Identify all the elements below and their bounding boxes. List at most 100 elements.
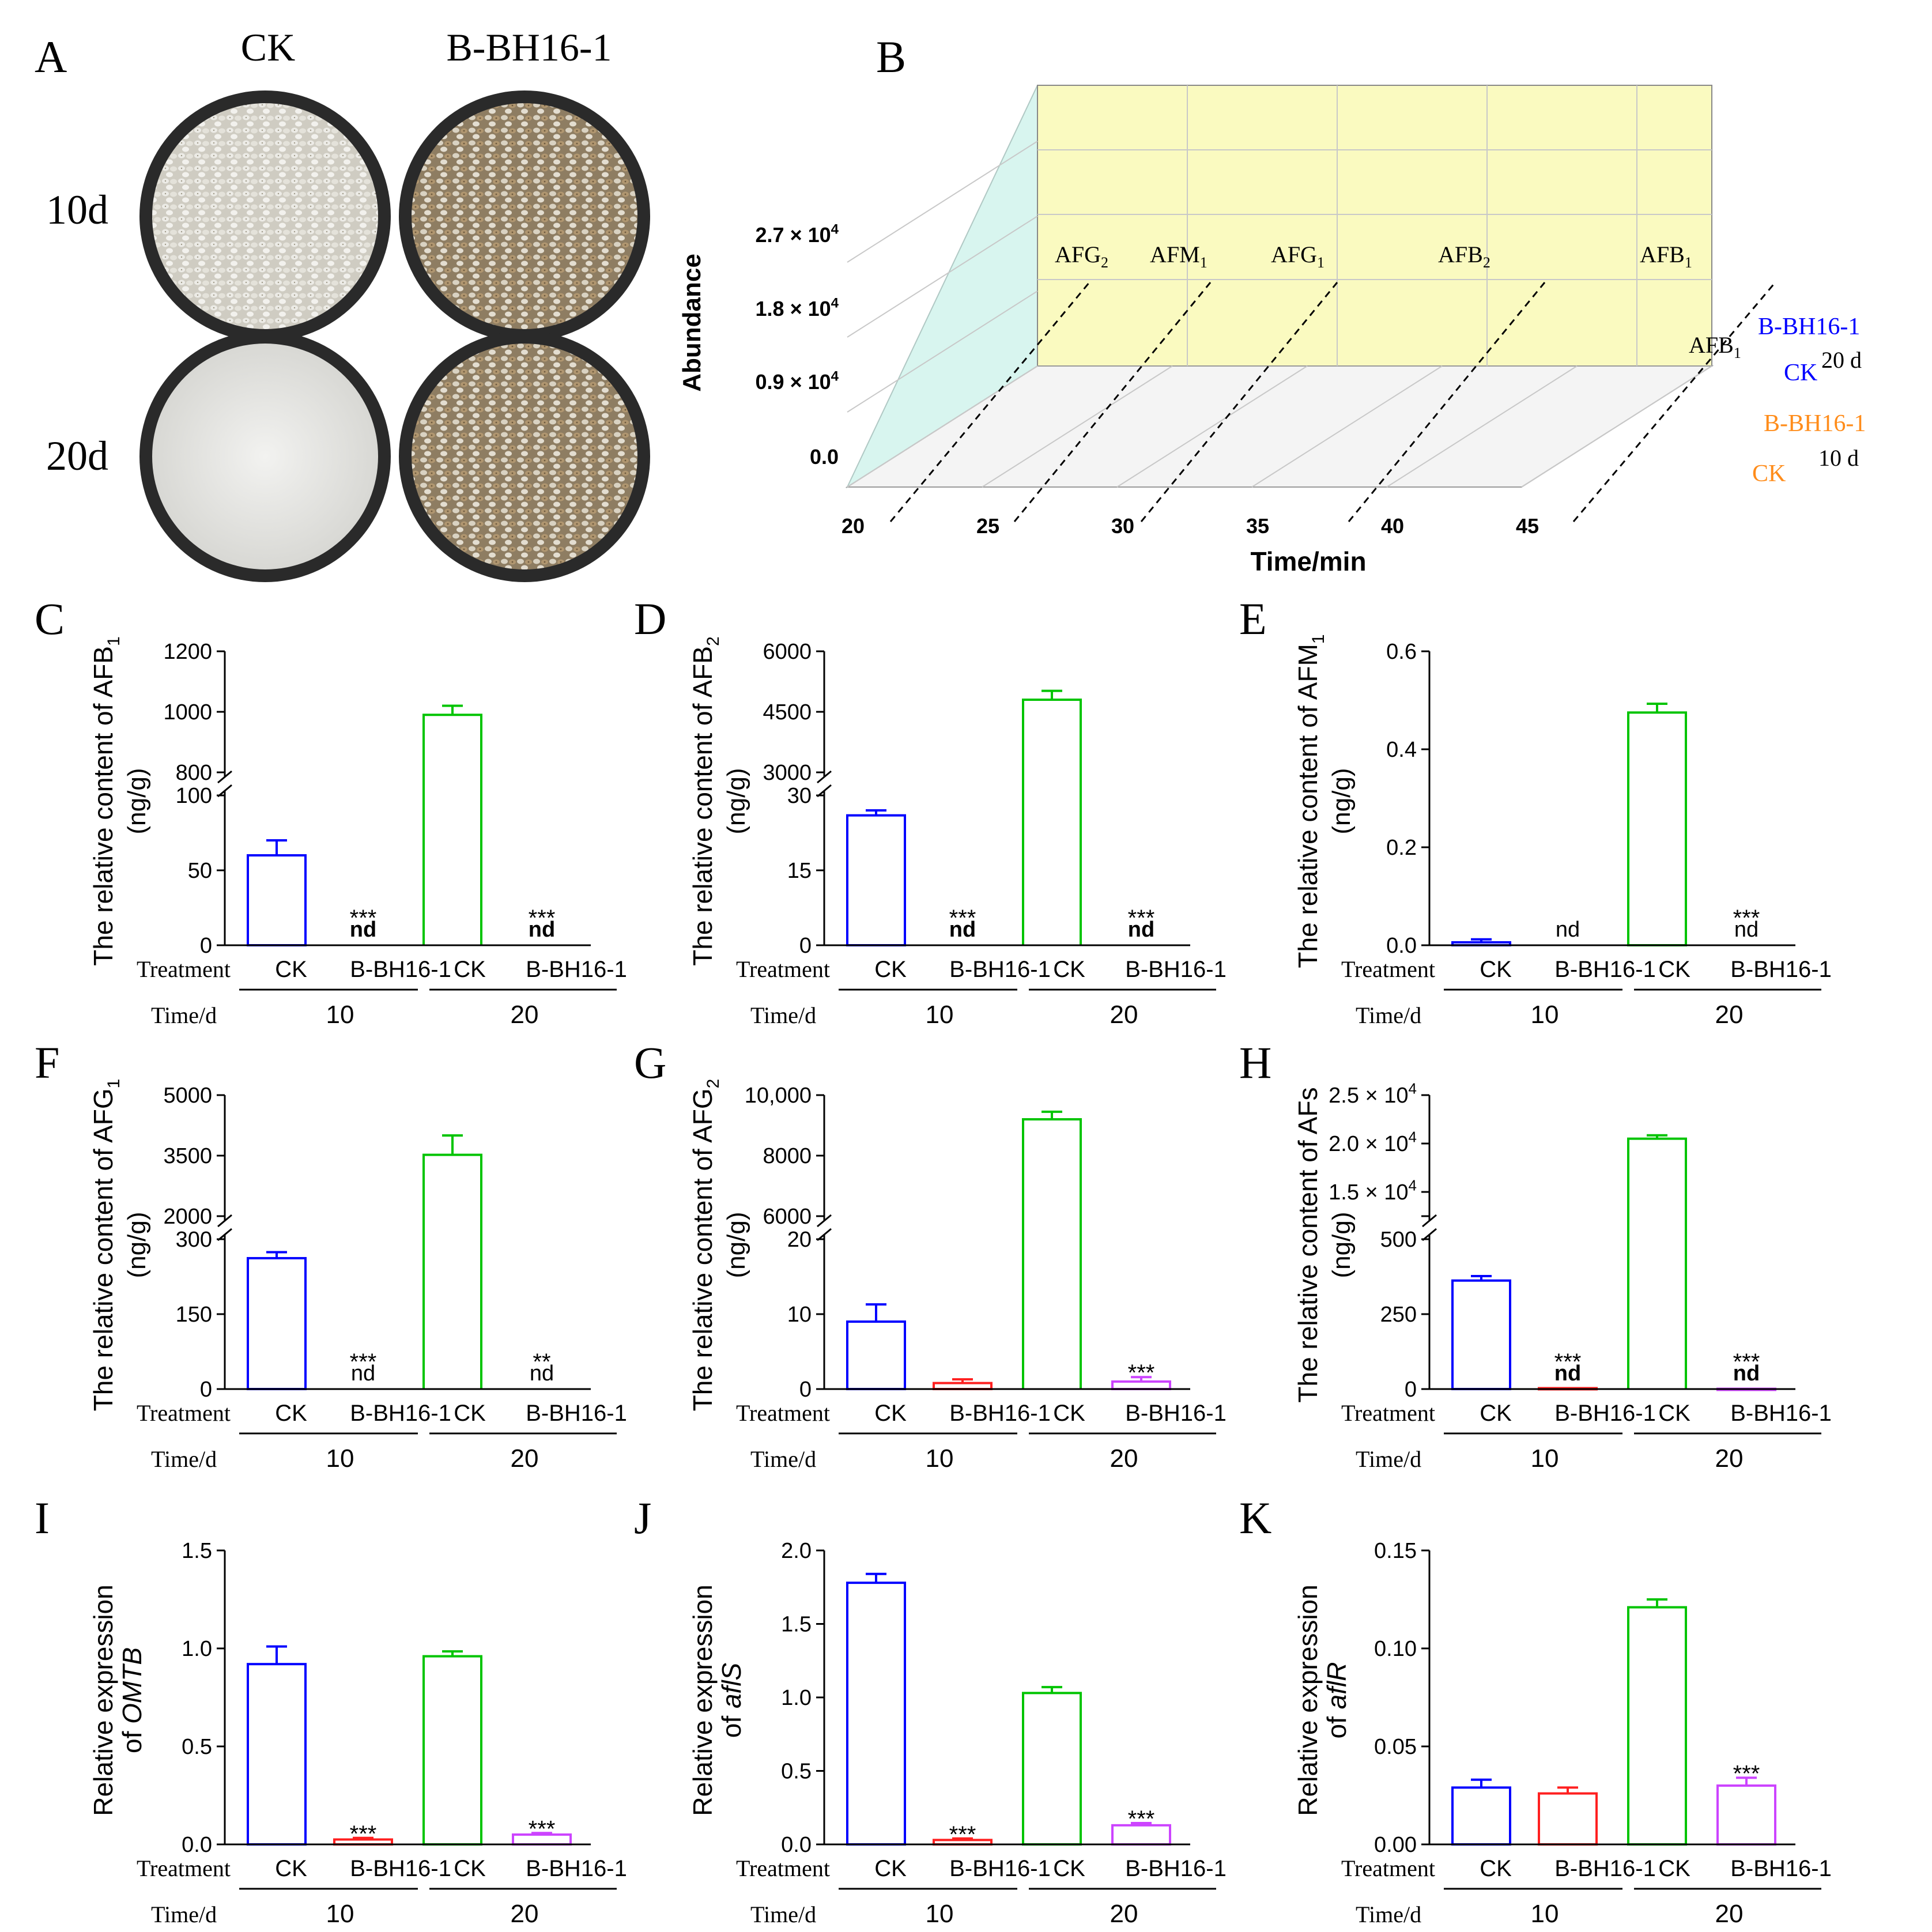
y-tick-label: 0.0 bbox=[781, 1833, 812, 1857]
treatment-value: B-BH16-1 bbox=[1125, 957, 1227, 982]
significance-stars: *** bbox=[529, 1816, 556, 1842]
treatment-value: CK bbox=[275, 1856, 307, 1881]
treatment-value: CK bbox=[1480, 1401, 1512, 1426]
treatment-label: Treatment bbox=[137, 956, 231, 982]
time-value: 10 bbox=[1531, 1001, 1559, 1029]
b-ytick: 2.7 × 104 bbox=[756, 222, 839, 247]
y-tick-label: 50 bbox=[188, 859, 212, 883]
y-axis-unit: (ng/g) bbox=[123, 1212, 151, 1278]
time-value: 20 bbox=[1715, 1001, 1744, 1029]
y-axis-unit: (ng/g) bbox=[1327, 768, 1356, 835]
treatment-value: CK bbox=[454, 1856, 486, 1881]
panel-letter: G bbox=[634, 1037, 666, 1088]
y-tick-label: 300 bbox=[176, 1228, 212, 1252]
treatment-value: B-BH16-1 bbox=[949, 957, 1051, 982]
y-tick-label: 6000 bbox=[763, 1205, 812, 1229]
b-yticks: 0.0 0.9 × 104 1.8 × 104 2.7 × 104 bbox=[756, 222, 839, 469]
b-xtick: 45 bbox=[1516, 514, 1539, 538]
y-axis-label: The relative content of AFG1 bbox=[88, 1079, 123, 1412]
treatment-value: B-BH16-1 bbox=[949, 1856, 1051, 1881]
y-tick-label: 0.5 bbox=[781, 1760, 812, 1784]
y-axis-label: The relative content of AFB1 bbox=[88, 636, 123, 966]
time-value: 20 bbox=[1715, 1900, 1744, 1928]
peak-labels: AFG2 AFM1 AFG1 AFB2 AFB1 AFB1 bbox=[1055, 242, 1741, 361]
treatment-value: CK bbox=[1480, 957, 1512, 982]
panel-letter: H bbox=[1239, 1037, 1271, 1088]
significance-stars: *** bbox=[350, 1821, 377, 1847]
panel-c: C The relative content of AFB1(ng/g) 0 50 10… bbox=[35, 594, 627, 1029]
treatment-value: CK bbox=[454, 1401, 486, 1426]
significance-stars: *** bbox=[1128, 1806, 1155, 1832]
peak-guide bbox=[1013, 282, 1212, 522]
time-value: 20 bbox=[511, 1444, 539, 1473]
y-tick-label: 0.0 bbox=[1386, 934, 1417, 958]
y-ticks: 0.00 0.05 0.10 0.15 bbox=[1374, 1539, 1429, 1857]
y-tick-label: 4500 bbox=[763, 700, 812, 724]
time-value: 10 bbox=[1531, 1444, 1559, 1473]
trace-label-bbh-20d: B-BH16-1 bbox=[1758, 314, 1860, 340]
y-axis-label: The relative content of AFs bbox=[1293, 1087, 1323, 1402]
nd-label: nd bbox=[1554, 1361, 1581, 1386]
significance-stars: *** bbox=[350, 1349, 377, 1375]
significance-stars: *** bbox=[1733, 1761, 1760, 1786]
grid-line bbox=[982, 365, 1173, 488]
treatment-value: B-BH16-1 bbox=[1554, 1856, 1656, 1881]
peak-guide bbox=[1348, 282, 1546, 522]
panel-d: D The relative content of AFB2(ng/g) 0 15 30… bbox=[634, 594, 1227, 1029]
grid-line bbox=[1251, 365, 1443, 488]
bar bbox=[1627, 1606, 1687, 1846]
y-axis-unit: (ng/g) bbox=[722, 1212, 750, 1278]
bar bbox=[1022, 1118, 1082, 1389]
bar bbox=[422, 1153, 482, 1389]
bar bbox=[422, 714, 482, 945]
peak-label-afb1-lower: AFB1 bbox=[1689, 332, 1741, 361]
bars: nd*** nd** bbox=[247, 1134, 554, 1391]
panel-a: A CK B-BH16-1 10d 20d bbox=[35, 25, 650, 582]
treatment-value: CK bbox=[275, 1401, 307, 1426]
y-ticks: 0 250 500 1.5 × 104 2.0 × 104 2.5 × 104 bbox=[1329, 1080, 1429, 1402]
treatment-value: B-BH16-1 bbox=[1730, 1401, 1832, 1426]
row-label-10d: 10d bbox=[46, 187, 108, 233]
b-xtick: 30 bbox=[1111, 514, 1134, 538]
panel-letter: F bbox=[35, 1037, 59, 1088]
nd-label: nd bbox=[1128, 918, 1154, 942]
panel-f: F The relative content of AFG1(ng/g) 0 150 3… bbox=[35, 1037, 627, 1473]
treatment-value: B-BH16-1 bbox=[1730, 957, 1832, 982]
panel-letter-b: B bbox=[876, 32, 906, 82]
bars: nd nd*** bbox=[1451, 702, 1760, 947]
nd-label: nd bbox=[350, 918, 376, 942]
grid-line bbox=[847, 290, 1038, 413]
y-axis-label: Relative expression bbox=[1293, 1584, 1323, 1816]
significance-stars: *** bbox=[529, 905, 556, 931]
panel-letter: J bbox=[634, 1493, 651, 1543]
bar bbox=[247, 1256, 307, 1391]
trace-label-bbh-10d: B-BH16-1 bbox=[1764, 410, 1866, 437]
y-tick-label: 0 bbox=[799, 934, 812, 958]
treatment-value: CK bbox=[1658, 1401, 1690, 1426]
panel-g: G The relative content of AFG2(ng/g) 0 10 20… bbox=[634, 1037, 1227, 1473]
grid-line bbox=[1116, 365, 1308, 488]
y-tick-label: 2.5 × 104 bbox=[1329, 1080, 1417, 1108]
significance-stars: *** bbox=[1733, 905, 1760, 931]
y-tick-label: 0.05 bbox=[1374, 1735, 1417, 1759]
time-label: Time/d bbox=[750, 1446, 816, 1472]
y-tick-label: 0.0 bbox=[182, 1833, 212, 1857]
time-value: 20 bbox=[511, 1900, 539, 1928]
y-tick-label: 6000 bbox=[763, 640, 812, 664]
peak-label: AFB2 bbox=[1438, 242, 1490, 271]
panel-letter: I bbox=[35, 1493, 50, 1543]
treatment-value: B-BH16-1 bbox=[526, 957, 627, 982]
peak-dashed-guides bbox=[889, 282, 1776, 522]
treatment-label: Treatment bbox=[736, 956, 830, 982]
treatment-value: B-BH16-1 bbox=[526, 1856, 627, 1881]
treatment-label: Treatment bbox=[1341, 1855, 1435, 1881]
panel-letter: E bbox=[1239, 594, 1267, 644]
y-tick-label: 0.6 bbox=[1386, 640, 1417, 664]
treatment-value: CK bbox=[454, 957, 486, 982]
y-tick-label: 15 bbox=[787, 859, 812, 883]
bar bbox=[422, 1655, 482, 1846]
b-xtick: 35 bbox=[1246, 514, 1269, 538]
